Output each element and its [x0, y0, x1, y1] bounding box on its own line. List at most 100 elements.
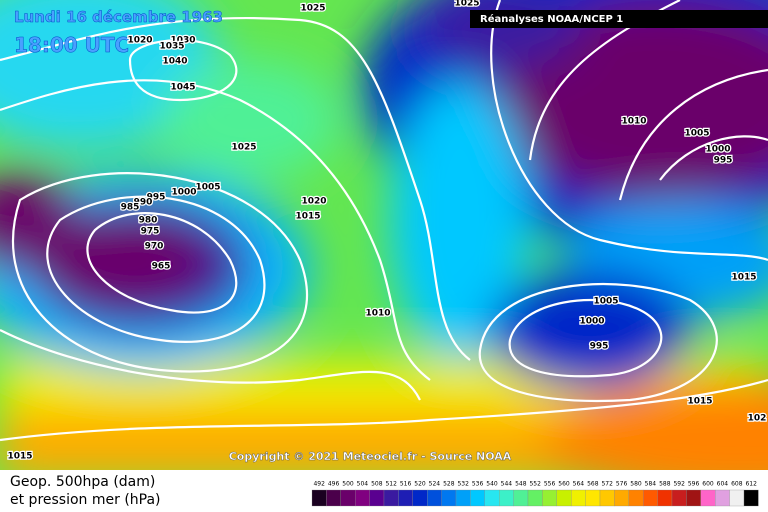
isobar-label: 1015 [731, 273, 756, 283]
scale-label: 572 [601, 481, 613, 488]
scale-swatch [571, 489, 586, 507]
scale-label: 500 [342, 481, 354, 488]
scale-swatch [326, 489, 341, 507]
scale-swatch [729, 489, 745, 507]
scale-swatch [455, 489, 471, 507]
scale-swatch [527, 489, 543, 507]
scale-swatch [743, 489, 759, 507]
scale-label: 600 [702, 481, 714, 488]
scale-label: 504 [357, 481, 369, 488]
scale-label: 496 [328, 481, 340, 488]
scale-label: 604 [717, 481, 729, 488]
isobar-label: 1030 [170, 36, 195, 46]
scale-label: 576 [616, 481, 628, 488]
scale-swatch [355, 489, 370, 507]
isobar-label: 1005 [195, 183, 220, 193]
isobar-label: 1000 [171, 188, 196, 198]
scale-swatch [657, 489, 673, 507]
scale-label: 592 [673, 481, 685, 488]
field [0, 0, 768, 470]
scale-label: 564 [573, 481, 585, 488]
scale-label: 552 [529, 481, 541, 488]
scale-label: 516 [400, 481, 412, 488]
scale-swatch [369, 489, 385, 507]
scale-label: 532 [457, 481, 469, 488]
isobar-label: 1025 [300, 4, 325, 14]
scale-swatch [412, 489, 428, 507]
scale-swatch [311, 489, 327, 507]
source: Réanalyses NOAA/NCEP 1 [480, 13, 623, 25]
isobar-label: 1020 [127, 36, 152, 46]
isobar-label: 1015 [7, 452, 32, 462]
scale-label: 520 [414, 481, 426, 488]
scale-swatch [585, 489, 601, 507]
scale-swatch [643, 489, 658, 507]
scale-label: 524 [429, 481, 441, 488]
scale-label: 560 [558, 481, 570, 488]
isobar-label: 1020 [301, 197, 326, 207]
scale-label: 556 [544, 481, 556, 488]
scale-swatch [556, 489, 572, 507]
scale-label: 536 [472, 481, 484, 488]
scale-swatch [513, 489, 529, 507]
scale-swatch [700, 489, 716, 507]
isobar-label: 980 [139, 216, 158, 226]
isobar-label: 102 [748, 414, 767, 424]
scale-label: 596 [688, 481, 700, 488]
scale-swatch [628, 489, 644, 507]
isobar-label: 1005 [593, 297, 618, 307]
scale-label: 544 [501, 481, 513, 488]
isobar-label: 1025 [231, 143, 256, 153]
scale-swatch [470, 489, 485, 507]
scale-label: 540 [486, 481, 498, 488]
scale-swatch [427, 489, 442, 507]
scale-swatch [441, 489, 457, 507]
isobar-label: 995 [147, 193, 166, 203]
legend-line: et pression mer (hPa) [10, 492, 161, 508]
scale-label: 612 [745, 481, 757, 488]
isobar-label: 1000 [579, 317, 604, 327]
copyright: Copyright © 2021 Meteociel.fr - Source N… [229, 450, 512, 463]
scale-label: 584 [645, 481, 657, 488]
legend-line: Geop. 500hpa (dam) [10, 474, 155, 490]
scale-swatch [499, 489, 514, 507]
time: 18:00 UTC [14, 33, 129, 57]
scale-swatch [715, 489, 730, 507]
scale-label: 588 [659, 481, 671, 488]
scale-label: 548 [515, 481, 527, 488]
isobar-label: 1045 [170, 83, 195, 93]
date: Lundi 16 décembre 1963 [14, 8, 223, 26]
scale-swatch [484, 489, 500, 507]
scale-swatch [340, 489, 356, 507]
scale-swatch [671, 489, 687, 507]
isobar-label: 985 [121, 203, 140, 213]
isobar-label: 965 [152, 262, 171, 272]
isobar-label: 1025 [454, 0, 479, 9]
isobar-label: 995 [714, 156, 733, 166]
isobar-label: 1005 [684, 129, 709, 139]
scale-label: 608 [731, 481, 743, 488]
isobar-label: 1010 [621, 117, 646, 127]
isobar-label: 1040 [162, 57, 187, 67]
isobar-label: 990 [134, 198, 153, 208]
scale-swatch [542, 489, 557, 507]
scale-label: 508 [371, 481, 383, 488]
isobar-label: 1015 [295, 212, 320, 222]
scale-swatch [383, 489, 399, 507]
scale-swatch [614, 489, 629, 507]
isobar-label: 970 [145, 242, 164, 252]
isobar-label: 995 [590, 342, 609, 352]
scale-label: 492 [313, 481, 325, 488]
scale-label: 580 [630, 481, 642, 488]
scale-swatch [686, 489, 701, 507]
scale-swatch [398, 489, 413, 507]
isobar-label: 1000 [705, 145, 730, 155]
scale-swatch [599, 489, 615, 507]
isobar-label: 1035 [159, 42, 184, 52]
scale-label: 568 [587, 481, 599, 488]
source-box [470, 10, 768, 28]
scale-label: 528 [443, 481, 455, 488]
